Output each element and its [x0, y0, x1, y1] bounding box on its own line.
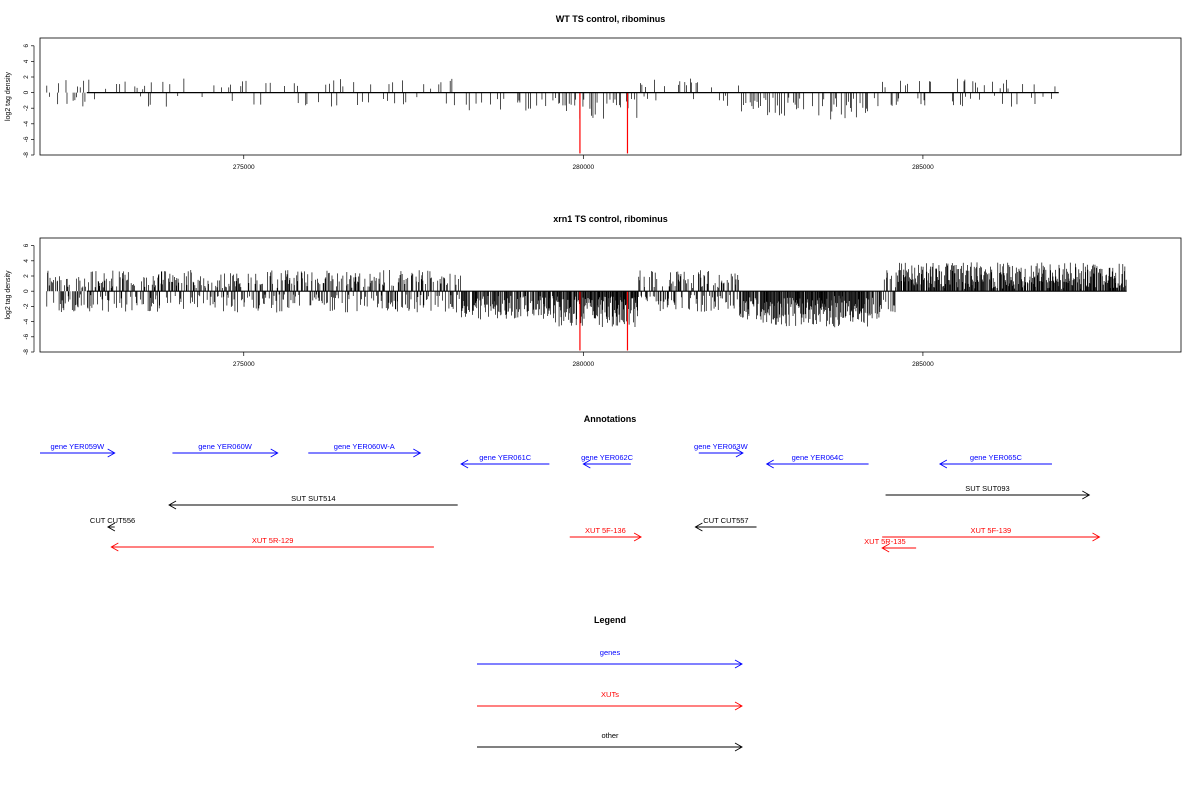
feature-label: XUT 5R-129	[252, 536, 294, 545]
feature-label: CUT CUT557	[703, 516, 748, 525]
x-tick-label: 275000	[233, 361, 255, 368]
x-tick-label: 280000	[572, 164, 594, 171]
feature-other: SUT SUT514	[168, 494, 458, 510]
feature-other: CUT CUT556	[90, 516, 135, 532]
y-axis-label: log2 tag density	[5, 71, 12, 121]
feature-label: gene YER061C	[479, 453, 532, 462]
feature-label: CUT CUT556	[90, 516, 135, 525]
y-tick-label: -4	[23, 318, 30, 324]
arrow-head	[633, 532, 642, 542]
panel-title: xrn1 TS control, ribominus	[553, 214, 668, 224]
feature-label: gene YER059W	[51, 442, 106, 451]
y-tick-label: -8	[23, 349, 30, 355]
x-tick-label: 285000	[912, 164, 934, 171]
feature-label: XUT 5R-135	[864, 537, 906, 546]
signal-panel-1: WT TS control, ribominus log2 tag density…	[5, 14, 1182, 171]
arrow-head	[735, 448, 744, 458]
feature-label: gene YER060W-A	[334, 442, 395, 451]
arrow-head	[110, 542, 119, 552]
y-tick-label: 4	[23, 259, 30, 263]
x-tick-label: 280000	[572, 361, 594, 368]
feature-label: gene YER065C	[970, 453, 1023, 462]
legend-title: Legend	[594, 615, 626, 625]
plot-frame	[39, 237, 1182, 353]
arrow-head	[1082, 490, 1091, 500]
legend-item-other: other	[477, 731, 743, 752]
feature-gene: gene YER061C	[460, 453, 550, 469]
legend-label: XUTs	[601, 690, 619, 699]
feature-label: gene YER060W	[198, 442, 253, 451]
signal-bars	[46, 78, 1056, 154]
feature-label: gene YER062C	[581, 453, 634, 462]
arrow-head	[1092, 532, 1101, 542]
legend-label: genes	[600, 648, 621, 657]
y-tick-label: 2	[23, 75, 30, 79]
x-tick-label: 275000	[233, 164, 255, 171]
legend-item-gene: genes	[477, 648, 743, 669]
annotations-title: Annotations	[584, 414, 637, 424]
feature-other: CUT CUT557	[694, 516, 757, 532]
arrow-head	[107, 448, 116, 458]
panel-title: WT TS control, ribominus	[556, 14, 666, 24]
feature-label: gene YER063W	[694, 442, 749, 451]
y-tick-label: 0	[23, 90, 30, 94]
arrow-head	[168, 500, 177, 510]
plot-frame	[39, 37, 1182, 156]
legend-label: other	[601, 731, 619, 740]
y-tick-label: 6	[23, 243, 30, 247]
annotation-track: Annotations gene YER059W gene YER060W gene…	[40, 414, 1101, 553]
legend-item-xut: XUTs	[477, 690, 743, 711]
feature-label: XUT 5F-139	[970, 526, 1011, 535]
y-tick-label: -6	[23, 334, 30, 340]
y-tick-label: 4	[23, 59, 30, 63]
legend: Legend genes XUTs other	[477, 615, 743, 752]
feature-gene: gene YER060W	[172, 442, 279, 458]
feature-label: XUT 5F-136	[585, 526, 626, 535]
feature-gene: gene YER062C	[581, 453, 634, 469]
feature-gene: gene YER065C	[938, 453, 1052, 469]
feature-other: SUT SUT093	[885, 484, 1091, 500]
signal-bars	[46, 262, 1127, 351]
arrow-head	[413, 448, 422, 458]
y-tick-label: 2	[23, 274, 30, 278]
y-tick-label: -6	[23, 136, 30, 142]
arrow-head	[582, 459, 591, 469]
arrow-head	[734, 701, 743, 711]
feature-gene: gene YER060W-A	[308, 442, 422, 458]
y-tick-label: -2	[23, 105, 30, 111]
arrow-head	[460, 459, 469, 469]
feature-xut: XUT 5R-129	[110, 536, 434, 552]
arrow-head	[881, 543, 890, 553]
arrow-head	[734, 659, 743, 669]
feature-label: SUT SUT514	[291, 494, 335, 503]
arrow-head	[765, 459, 774, 469]
feature-gene: gene YER063W	[694, 442, 749, 458]
arrow-head	[107, 522, 116, 532]
x-tick-label: 285000	[912, 361, 934, 368]
feature-gene: gene YER064C	[765, 453, 869, 469]
feature-xut: XUT 5R-135	[864, 537, 917, 553]
signal-panel-2: xrn1 TS control, ribominus log2 tag densi…	[5, 214, 1182, 368]
signal-panels: WT TS control, ribominus log2 tag density…	[5, 14, 1182, 368]
y-tick-label: -8	[23, 152, 30, 158]
y-tick-label: -2	[23, 303, 30, 309]
arrow-head	[270, 448, 279, 458]
feature-xut: XUT 5F-136	[569, 526, 642, 542]
y-tick-label: -4	[23, 121, 30, 127]
arrow-head	[938, 459, 948, 469]
feature-gene: gene YER059W	[40, 442, 116, 458]
feature-xut: XUT 5F-139	[882, 526, 1101, 542]
feature-label: gene YER064C	[792, 453, 845, 462]
y-tick-label: 0	[23, 289, 30, 293]
arrow-head	[734, 742, 743, 752]
feature-label: SUT SUT093	[965, 484, 1009, 493]
y-axis-label: log2 tag density	[5, 270, 12, 320]
arrow-head	[694, 522, 703, 532]
y-tick-label: 6	[23, 44, 30, 48]
